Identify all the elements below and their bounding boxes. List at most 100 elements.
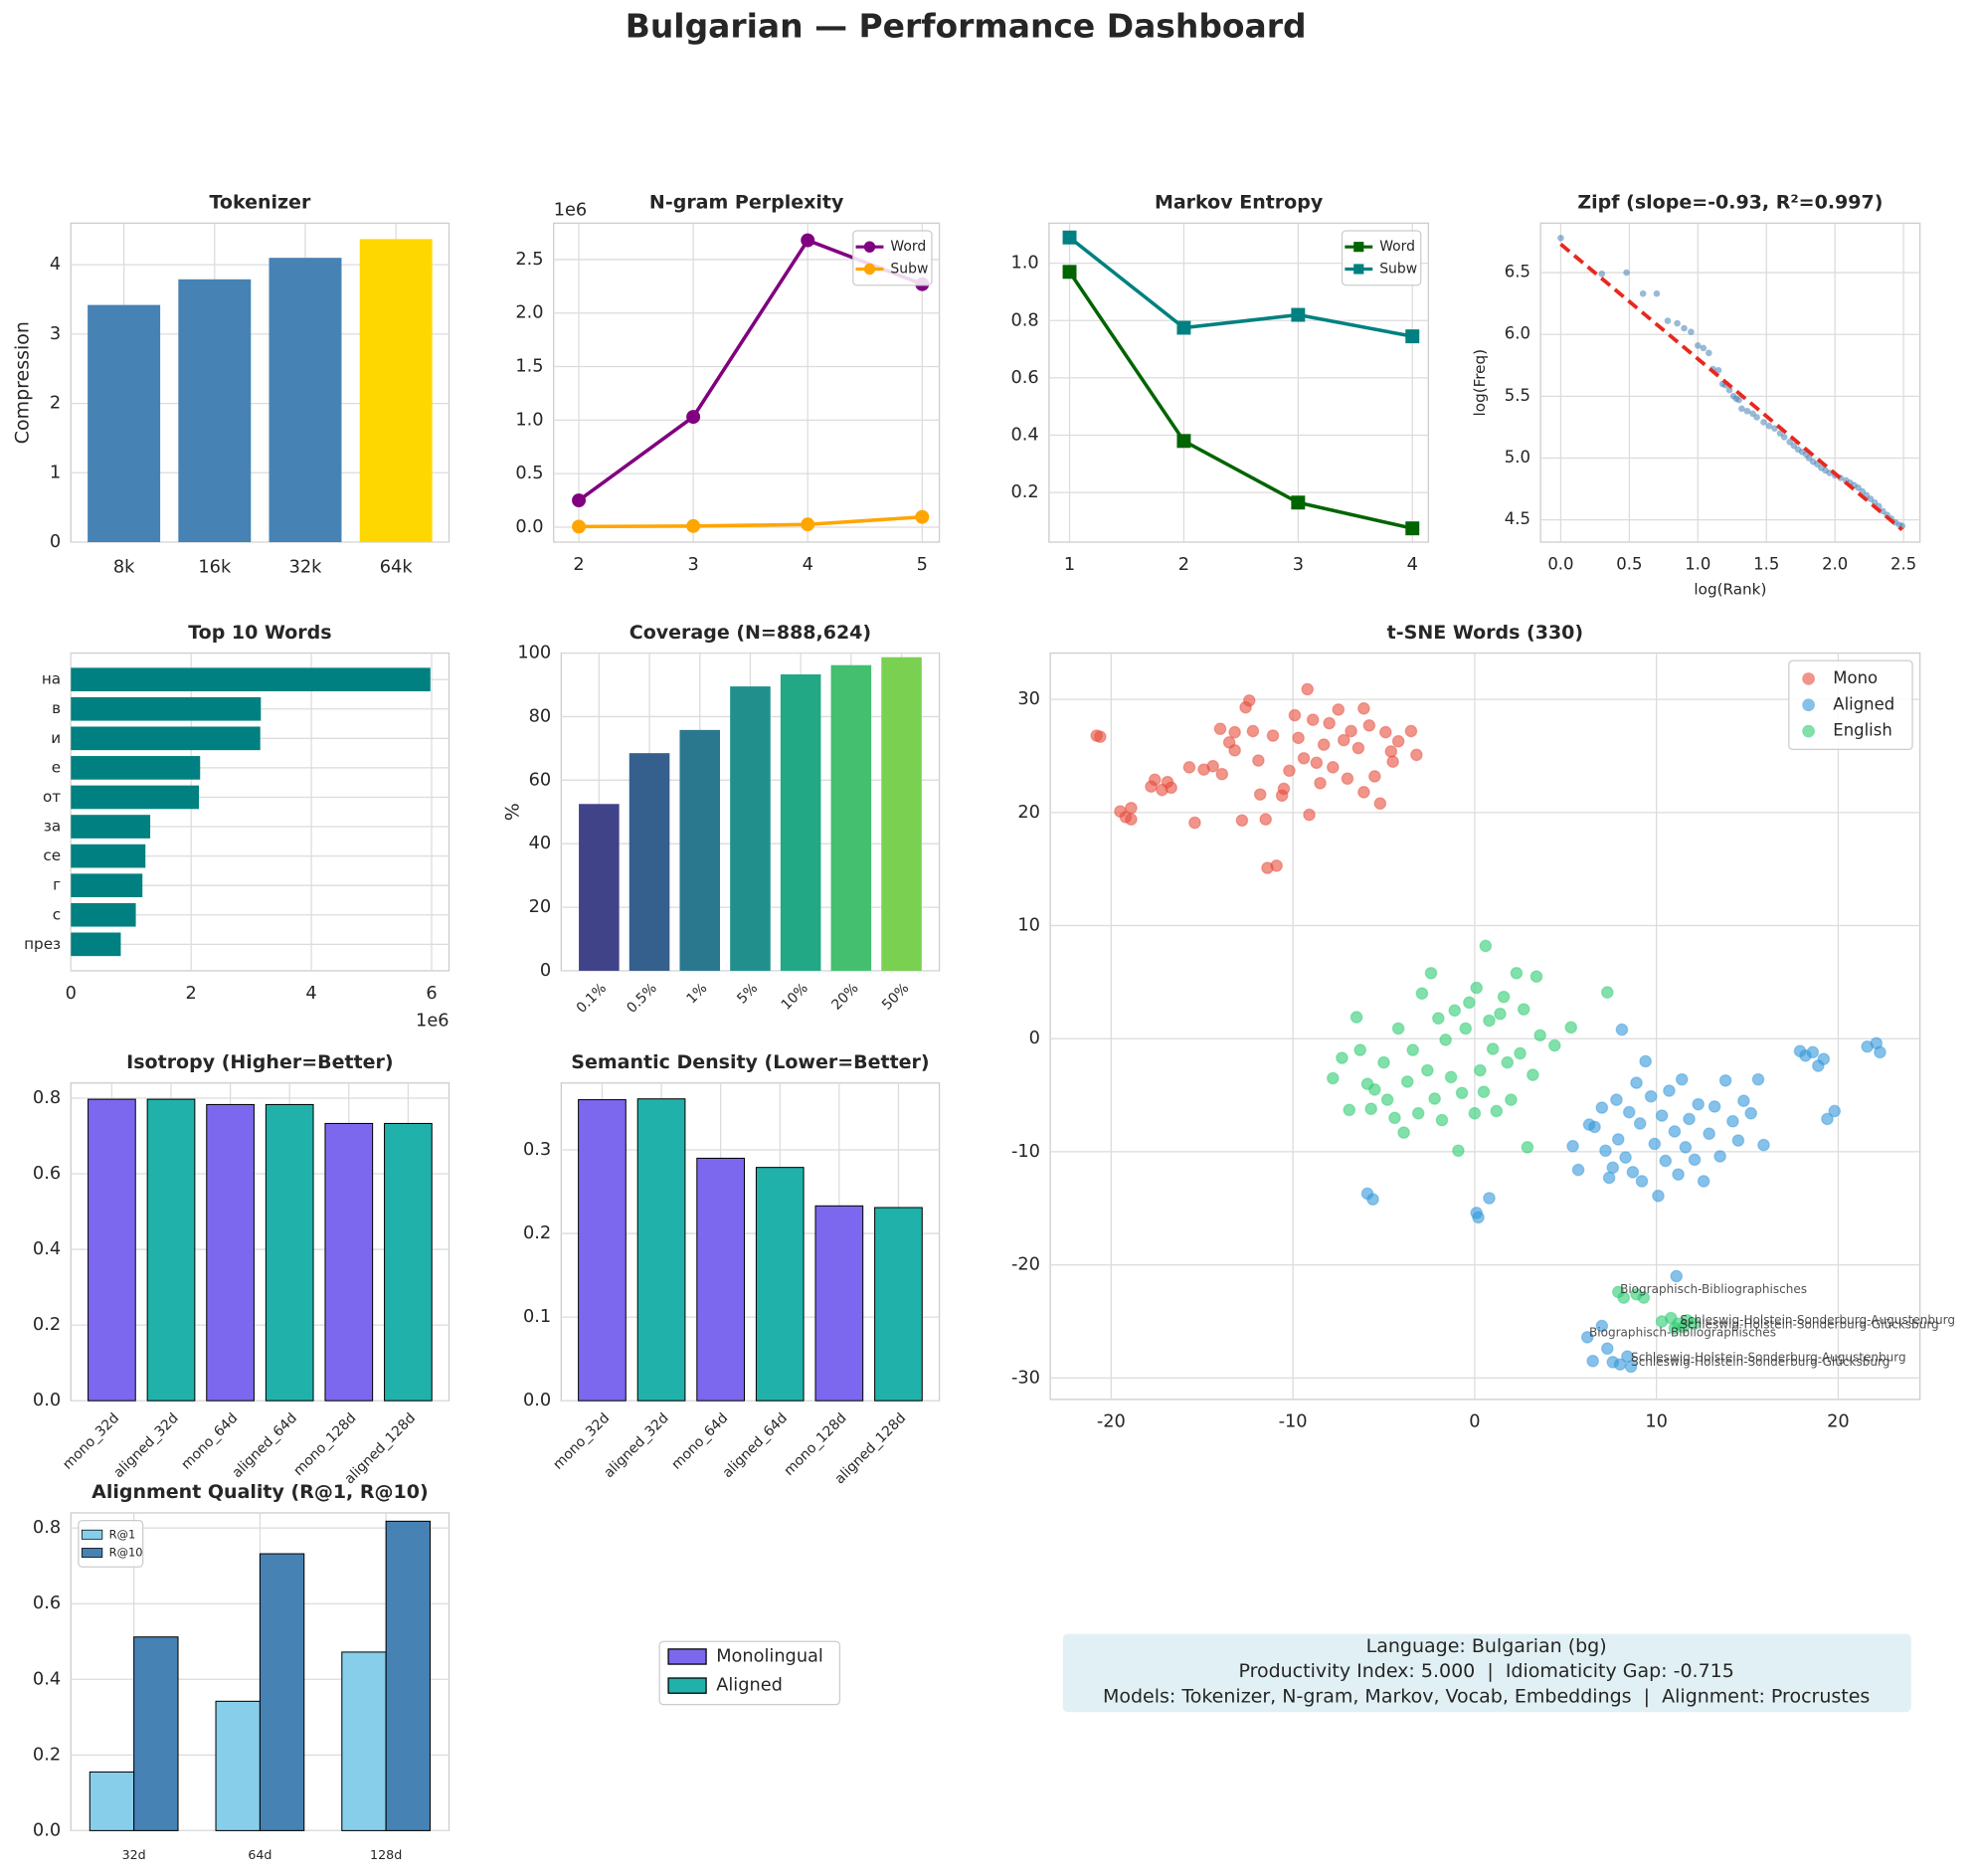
point (1213, 722, 1227, 736)
y-axis-label: % (502, 803, 524, 821)
point (1336, 1051, 1348, 1064)
x-tick-label: 2 (573, 555, 584, 575)
point (1222, 736, 1236, 749)
point (1757, 1138, 1770, 1152)
point (1357, 786, 1370, 799)
x-tick-label: 64d (248, 1847, 271, 1862)
x-tick-label: 0.5 (1616, 554, 1642, 573)
main-title: Bulgarian — Performance Dashboard (626, 6, 1307, 45)
point (1094, 730, 1107, 744)
point (1317, 738, 1331, 751)
point (1479, 939, 1493, 953)
y-tick-label: -20 (1011, 1255, 1040, 1275)
legend-label: Monolingual (716, 1646, 823, 1666)
point (1483, 1014, 1496, 1028)
point (1735, 396, 1742, 404)
x-tick-label: 4 (803, 555, 813, 575)
point (1125, 801, 1138, 815)
y-tick-label: 5.0 (1505, 448, 1530, 467)
y-tick-label: 0.0 (33, 1391, 61, 1410)
point (1639, 289, 1647, 297)
x-tick-label: -20 (1097, 1412, 1126, 1432)
point (1602, 1171, 1616, 1185)
legend-label: R@10 (109, 1546, 143, 1560)
bar (679, 729, 721, 971)
y-tick-label: 0 (540, 961, 551, 981)
bar (629, 753, 670, 971)
y-tick-label: 0.8 (33, 1518, 61, 1538)
y-tick-label: 0.2 (33, 1745, 61, 1765)
y-tick-label: 0.1 (523, 1307, 551, 1327)
y-tick-label: през (24, 935, 61, 953)
point (1448, 1004, 1462, 1018)
point (1397, 1126, 1410, 1139)
chart-title: N-gram Perplexity (649, 192, 844, 214)
point (1439, 1033, 1452, 1046)
point (1235, 814, 1249, 828)
point (1695, 342, 1702, 349)
y-tick-label: и (51, 729, 61, 747)
marker (1062, 265, 1077, 280)
bar (71, 726, 261, 751)
y-tick-label: 0.2 (1010, 482, 1038, 502)
point (1377, 1055, 1390, 1069)
point (1188, 816, 1201, 830)
point (1529, 970, 1543, 984)
legend-marker (1353, 264, 1364, 275)
info-line: Language: Bulgarian (bg) (1366, 1635, 1607, 1657)
y-tick-label: 0.6 (1010, 368, 1038, 388)
point (1477, 1085, 1491, 1098)
y-tick-label: 3 (50, 324, 61, 344)
x-tick-label: 1 (1064, 555, 1075, 575)
bar-legend: Monolingual Aligned (658, 1640, 841, 1706)
point (1391, 734, 1405, 748)
y-tick-label: се (43, 846, 61, 864)
x-tick-label: 16k (198, 557, 232, 577)
x-tick-label: 2.0 (1822, 554, 1848, 573)
x-tick-label: 8k (113, 557, 135, 577)
point (1501, 1055, 1515, 1069)
point (1353, 1043, 1367, 1056)
panel: Tokenizer 0 1 2 3 4 Compression 8k 16k 32k 64k (12, 192, 450, 577)
point (1588, 1120, 1601, 1134)
y-tick-label: 0.0 (523, 1391, 551, 1410)
point (1357, 701, 1370, 715)
point (1378, 725, 1392, 739)
y-tick-label: 30 (1017, 689, 1040, 709)
point (1580, 1331, 1594, 1344)
point (1474, 1063, 1487, 1077)
point (1421, 1063, 1434, 1077)
chart-title: Alignment Quality (R@1, R@10) (91, 1481, 429, 1503)
point (1706, 349, 1712, 357)
point (1700, 344, 1707, 352)
panel: Alignment Quality (R@1, R@10) 0.0 0.2 0.4 0.… (33, 1481, 450, 1862)
point (1765, 422, 1773, 430)
y-tick-label: 4 (50, 255, 61, 275)
legend-swatch (81, 1529, 103, 1540)
bar (71, 873, 143, 898)
point (1737, 1094, 1750, 1108)
point (1301, 682, 1315, 696)
y-tick-label: е (52, 758, 61, 776)
x-tick-label: 1.5 (1753, 554, 1779, 573)
chart-title: t-SNE Words (330) (1387, 622, 1583, 644)
point (1411, 1106, 1425, 1120)
point (1547, 1038, 1561, 1052)
point (1424, 966, 1438, 980)
marker (1062, 230, 1077, 245)
point (1521, 1141, 1534, 1154)
panel: N-gram Perplexity 0.0 0.5 1.0 1.5 2.0 2.5 2 3 4 5 1… (515, 192, 941, 575)
point (1663, 1084, 1676, 1097)
panel: Top 10 Words 0 2 4 6 1e6 на вие от за се гс през (24, 622, 450, 1032)
offset-label: 1e6 (554, 201, 587, 221)
marker (686, 410, 701, 425)
bar (133, 1636, 179, 1831)
point (1751, 1072, 1765, 1086)
point (1626, 1166, 1640, 1179)
point (1624, 1360, 1638, 1374)
bar (881, 657, 922, 971)
y-tick-label: 1.0 (1010, 254, 1038, 274)
bar (636, 1098, 686, 1402)
point (1228, 725, 1241, 739)
